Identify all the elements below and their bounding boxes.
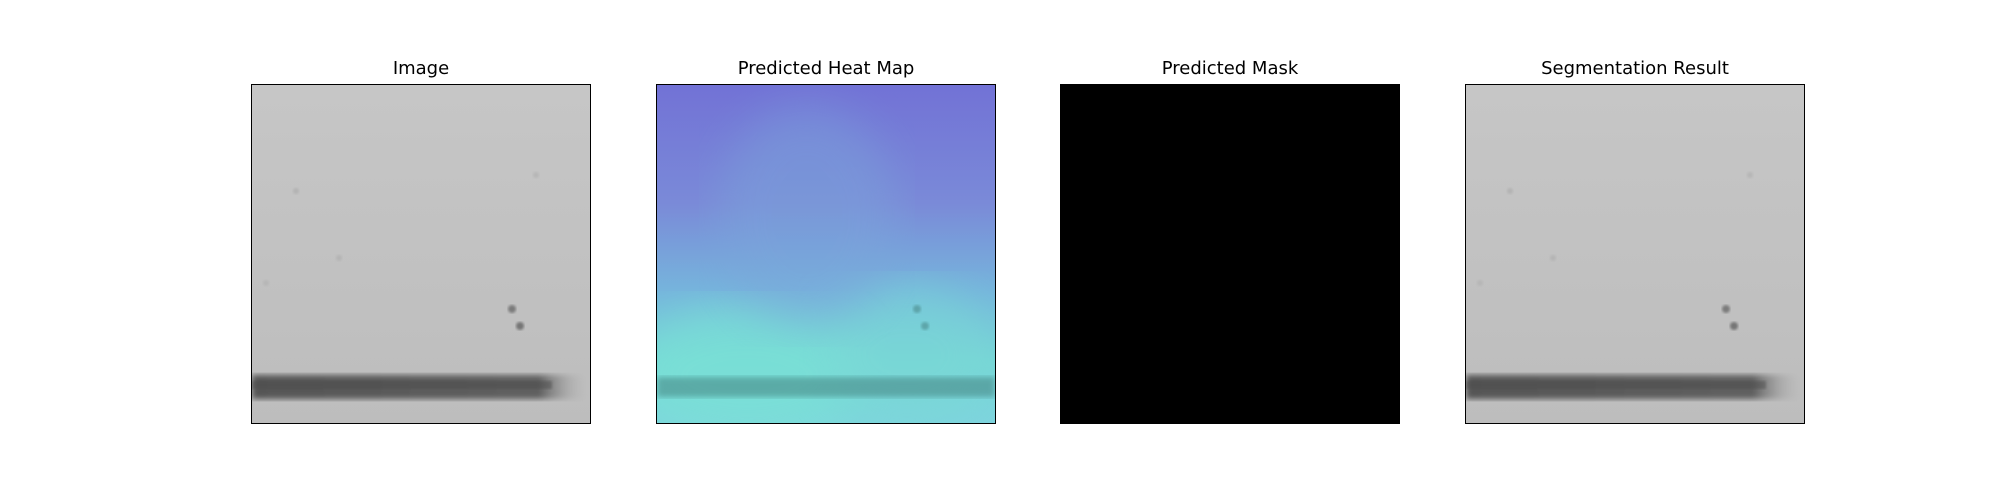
panel-title: Predicted Heat Map bbox=[737, 58, 915, 79]
predicted-mask bbox=[1060, 84, 1400, 424]
segmentation-result bbox=[1465, 84, 1805, 424]
panel-title: Predicted Mask bbox=[1161, 58, 1299, 79]
panel-title: Image bbox=[392, 58, 450, 79]
heatmap-panel: Predicted Heat Map bbox=[656, 56, 996, 424]
panel-title: Segmentation Result bbox=[1541, 58, 1729, 79]
mask-panel: Predicted Mask bbox=[1060, 56, 1400, 424]
mask-fill bbox=[1061, 85, 1399, 423]
segmentation-result-graphic bbox=[1466, 85, 1804, 423]
input-image-graphic bbox=[252, 85, 590, 423]
heat-map-graphic bbox=[657, 85, 995, 423]
result-panel: Segmentation Result bbox=[1465, 56, 1805, 424]
heat-map bbox=[656, 84, 996, 424]
image-panel: Image bbox=[251, 56, 591, 424]
input-image bbox=[251, 84, 591, 424]
